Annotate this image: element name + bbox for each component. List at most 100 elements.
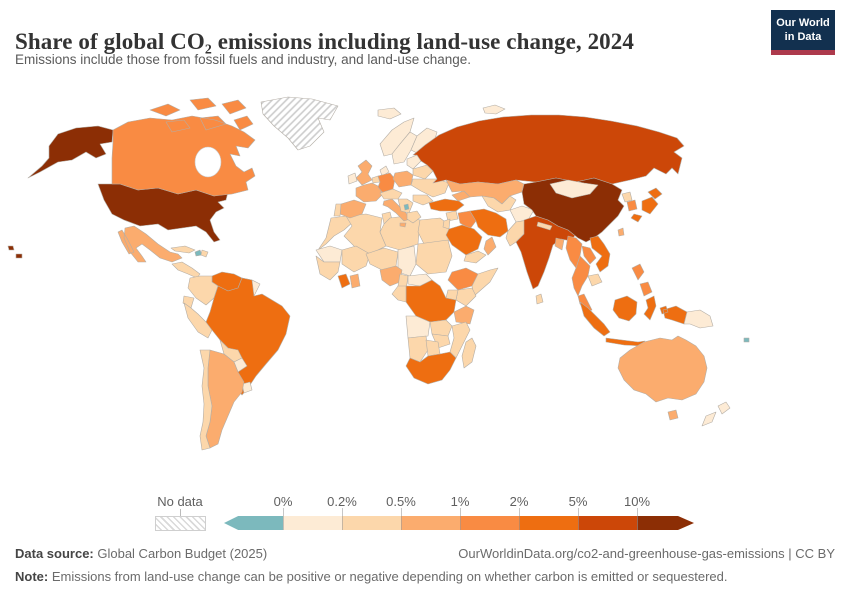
legend-tick-line bbox=[342, 508, 343, 530]
country-syria[interactable] bbox=[445, 210, 459, 222]
country-oman[interactable] bbox=[483, 236, 497, 256]
legend-tick-label: 1% bbox=[450, 494, 470, 509]
country-uruguay[interactable] bbox=[241, 381, 253, 394]
country-laos[interactable] bbox=[581, 245, 597, 265]
country-bangladesh[interactable] bbox=[554, 237, 565, 251]
country-mongolia[interactable] bbox=[549, 179, 599, 199]
country-united-states[interactable] bbox=[7, 125, 229, 259]
country-chile[interactable] bbox=[199, 349, 213, 451]
country-congo-gabon[interactable] bbox=[391, 285, 407, 303]
country-ukraine[interactable] bbox=[410, 178, 450, 198]
country-canada[interactable] bbox=[111, 97, 256, 197]
legend-bin-0.5-1[interactable] bbox=[401, 516, 460, 530]
country-afghanistan[interactable] bbox=[509, 205, 535, 223]
country-south-africa[interactable] bbox=[405, 351, 457, 385]
country-sudan[interactable] bbox=[415, 239, 453, 275]
country-denmark[interactable] bbox=[379, 165, 390, 177]
legend-tick-line bbox=[401, 508, 402, 530]
country-sri-lanka[interactable] bbox=[535, 293, 544, 305]
owid-logo[interactable]: Our World in Data bbox=[771, 10, 835, 55]
footer-link[interactable]: OurWorldinData.org/co2-and-greenhouse-ga… bbox=[458, 546, 835, 561]
country-baltics[interactable] bbox=[406, 154, 422, 170]
legend-tick-line bbox=[460, 508, 461, 530]
country-madagascar[interactable] bbox=[461, 337, 477, 369]
country-malaysia[interactable] bbox=[577, 293, 593, 313]
note-text: Emissions from land-use change can be po… bbox=[48, 569, 728, 584]
legend-bin-0.2-0.5[interactable] bbox=[342, 516, 401, 530]
country-dr-congo[interactable] bbox=[405, 279, 457, 323]
country-turkey[interactable] bbox=[428, 198, 465, 212]
no-data-swatch[interactable] bbox=[155, 516, 206, 531]
country-vietnam[interactable] bbox=[589, 235, 611, 273]
country-tanzania[interactable] bbox=[453, 305, 475, 325]
legend-tick-label: 2% bbox=[509, 494, 529, 509]
legend-bin-0-0.2[interactable] bbox=[283, 516, 342, 530]
country-fiji[interactable] bbox=[743, 337, 750, 343]
country-taiwan[interactable] bbox=[617, 227, 625, 237]
country-indonesia[interactable] bbox=[579, 295, 688, 347]
country-somalia[interactable] bbox=[471, 267, 499, 297]
country-iceland[interactable] bbox=[377, 107, 402, 120]
source-label: Data source: bbox=[15, 546, 94, 561]
country-belarus[interactable] bbox=[412, 164, 434, 180]
country-zambia[interactable] bbox=[429, 319, 453, 337]
country-nepal[interactable] bbox=[536, 221, 553, 231]
country-italy[interactable] bbox=[382, 198, 411, 228]
country-cote-divoire[interactable] bbox=[337, 273, 351, 289]
country-thailand[interactable] bbox=[571, 255, 591, 297]
country-greenland[interactable] bbox=[260, 96, 339, 151]
country-saudi-arabia[interactable] bbox=[445, 224, 483, 256]
legend-tick-label: 0.5% bbox=[386, 494, 416, 509]
country-botswana[interactable] bbox=[425, 339, 441, 357]
country-south-korea[interactable] bbox=[626, 199, 638, 212]
country-philippines[interactable] bbox=[631, 263, 653, 297]
country-romania[interactable] bbox=[412, 194, 434, 206]
legend-bin-1-2[interactable] bbox=[460, 516, 519, 530]
legend-bin-2-5[interactable] bbox=[519, 516, 578, 530]
country-svalbard[interactable] bbox=[482, 104, 506, 115]
country-yemen[interactable] bbox=[463, 250, 487, 264]
country-iran[interactable] bbox=[469, 208, 509, 238]
country-albania[interactable] bbox=[403, 203, 410, 211]
country-japan[interactable] bbox=[630, 187, 663, 223]
legend-tick-line bbox=[637, 508, 638, 530]
legend-bin-5-10[interactable] bbox=[578, 516, 637, 530]
country-west-africa[interactable] bbox=[315, 255, 341, 281]
note-label: Note: bbox=[15, 569, 49, 584]
country-central-america[interactable] bbox=[171, 261, 201, 279]
country-united-kingdom[interactable] bbox=[355, 159, 373, 186]
country-jordan-israel[interactable] bbox=[442, 218, 451, 230]
country-western-sahara[interactable] bbox=[315, 245, 343, 263]
country-angola[interactable] bbox=[405, 315, 431, 339]
country-ireland[interactable] bbox=[347, 172, 358, 185]
country-poland[interactable] bbox=[392, 170, 414, 188]
country-kenya[interactable] bbox=[455, 287, 477, 307]
country-cambodia[interactable] bbox=[587, 273, 603, 287]
country-greece[interactable] bbox=[406, 210, 422, 224]
country-papua-new-guinea[interactable] bbox=[683, 309, 714, 329]
country-australia[interactable] bbox=[617, 335, 708, 421]
country-mali[interactable] bbox=[341, 245, 371, 273]
country-mexico[interactable] bbox=[117, 225, 183, 263]
country-mozambique[interactable] bbox=[449, 321, 471, 359]
country-portugal[interactable] bbox=[333, 203, 342, 217]
country-north-korea[interactable] bbox=[621, 191, 633, 203]
legend-bin-negative[interactable] bbox=[224, 516, 283, 530]
legend-bin-over-10[interactable] bbox=[637, 516, 694, 530]
footer-source-line: OurWorldinData.org/co2-and-greenhouse-ga… bbox=[15, 546, 835, 561]
country-france[interactable] bbox=[355, 182, 383, 203]
country-ghana[interactable] bbox=[349, 273, 361, 289]
legend-tick-label: 0.2% bbox=[327, 494, 357, 509]
country-namibia[interactable] bbox=[407, 335, 429, 363]
page-title: Share of global CO₂ emissions including … bbox=[15, 29, 634, 55]
country-cuba[interactable] bbox=[170, 245, 196, 254]
country-russia[interactable] bbox=[412, 114, 685, 185]
country-turkmen-uzbek[interactable] bbox=[481, 195, 517, 213]
country-new-zealand[interactable] bbox=[701, 401, 731, 427]
country-dominican-republic[interactable] bbox=[200, 249, 209, 258]
country-czech-austria[interactable] bbox=[379, 188, 403, 200]
owid-logo-line2: in Data bbox=[784, 31, 822, 44]
hudson-bay bbox=[194, 146, 222, 178]
legend-tick-line bbox=[519, 508, 520, 530]
country-iraq[interactable] bbox=[457, 210, 477, 230]
